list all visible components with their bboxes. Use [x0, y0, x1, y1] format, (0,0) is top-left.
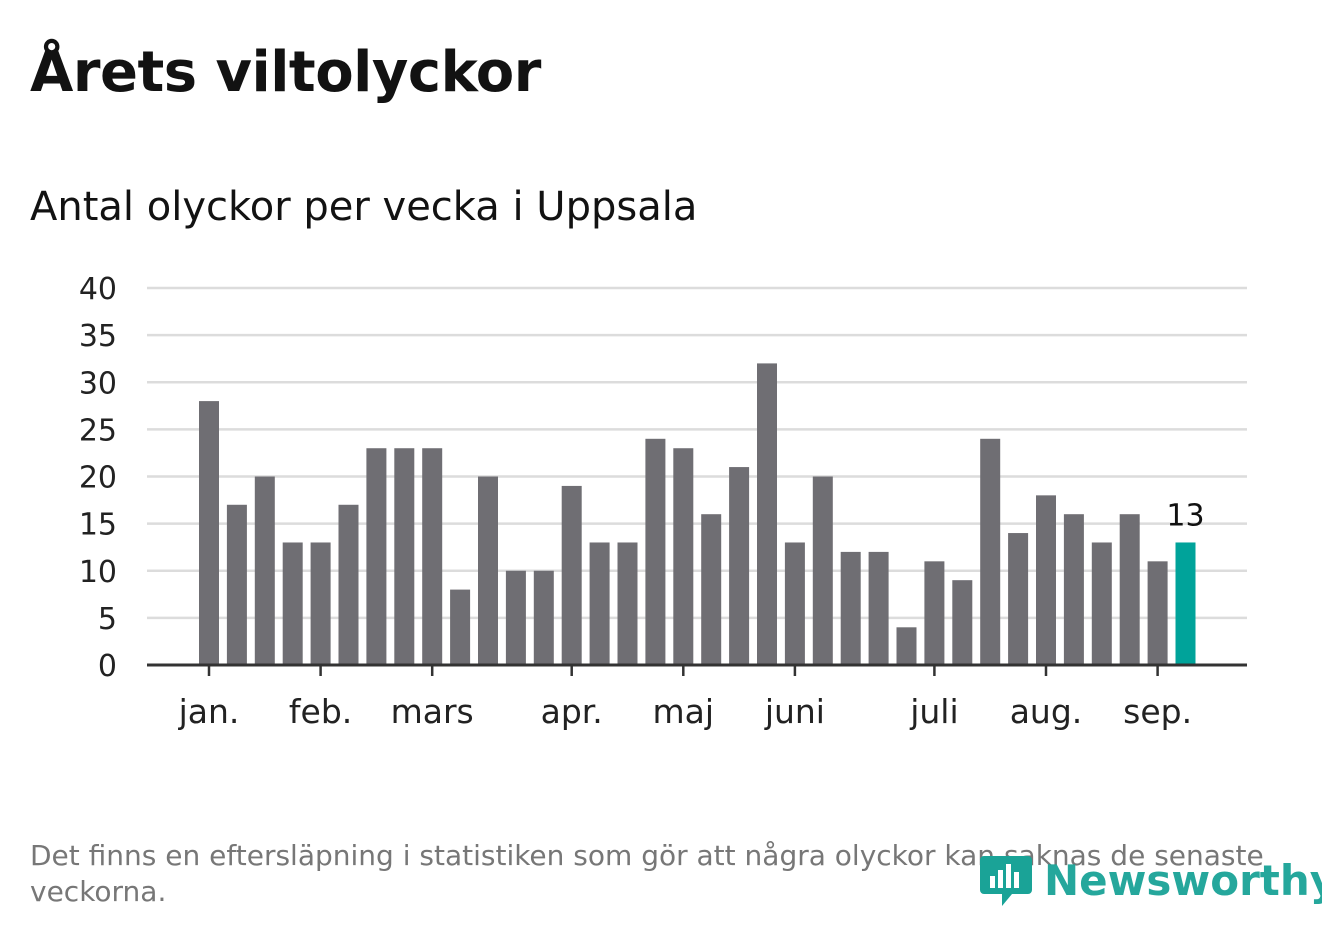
bar [1008, 533, 1029, 665]
bar [784, 542, 805, 665]
bar [589, 542, 610, 665]
newsworthy-logo-icon [980, 856, 1032, 906]
y-tick-label: 35 [79, 319, 117, 354]
x-tick-label: juli [909, 692, 958, 731]
bar [868, 551, 889, 665]
bar [729, 467, 750, 665]
x-tick-label: jan. [178, 692, 240, 731]
x-tick-label: juni [764, 692, 825, 731]
x-axis-ticks: jan. feb. mars apr. maj juni juli aug. sep. [178, 665, 1192, 731]
bar-highlighted [1175, 542, 1196, 665]
bar [952, 580, 973, 665]
bar [1119, 514, 1140, 665]
bar [254, 476, 275, 665]
x-tick-label: aug. [1010, 692, 1083, 731]
data-labels: 13 [1166, 498, 1204, 533]
x-tick-label: feb. [289, 692, 352, 731]
bar [338, 504, 359, 665]
bar [924, 561, 945, 665]
bar [1036, 495, 1056, 665]
bar [478, 476, 498, 665]
bar [812, 476, 833, 665]
brand-name: Newsworthy [1044, 855, 1322, 905]
x-tick-label: maj [653, 692, 715, 731]
y-tick-label: 15 [79, 508, 117, 543]
gridlines [147, 286, 1247, 620]
bar [310, 542, 331, 665]
bar [1147, 561, 1168, 665]
bar [645, 438, 666, 665]
y-tick-label: 40 [79, 272, 117, 307]
bar [1063, 514, 1084, 665]
x-tick-label: apr. [541, 692, 603, 731]
bar [840, 551, 861, 665]
bar [701, 514, 722, 665]
bar [1091, 542, 1112, 665]
bar-value-label: 13 [1166, 498, 1204, 533]
y-tick-label: 10 [79, 555, 117, 590]
bar [896, 627, 917, 665]
bar [673, 448, 694, 665]
y-tick-label: 30 [79, 366, 117, 401]
bar [757, 363, 777, 665]
bar [226, 504, 247, 665]
chart-subtitle: Antal olyckor per vecka i Uppsala [30, 184, 698, 230]
bar [394, 448, 415, 665]
bar [561, 485, 582, 665]
bar [617, 542, 638, 665]
bar [422, 448, 443, 665]
bar [505, 570, 526, 665]
x-tick-label: mars [391, 692, 474, 731]
y-tick-label: 5 [98, 602, 117, 637]
y-tick-label: 25 [79, 413, 117, 448]
bar [282, 542, 303, 665]
bar [450, 589, 471, 665]
bar [199, 401, 219, 665]
footnote: Det finns en eftersläpning i statistiken… [30, 839, 1264, 908]
bar-chart: 0 5 10 15 20 25 30 35 40 jan. feb. mars apr. maj juni… [79, 272, 1247, 731]
y-axis-ticks: 0 5 10 15 20 25 30 35 40 [79, 272, 117, 684]
y-tick-label: 20 [79, 461, 117, 496]
y-tick-label: 0 [98, 649, 117, 684]
bars [199, 363, 1196, 665]
bar [980, 438, 1001, 665]
bar [366, 448, 387, 665]
x-tick-label: sep. [1123, 692, 1192, 731]
bar [533, 570, 554, 665]
chart-title: Årets viltolyckor [30, 40, 541, 105]
newsworthy-logo: Newsworthy [980, 848, 1322, 912]
